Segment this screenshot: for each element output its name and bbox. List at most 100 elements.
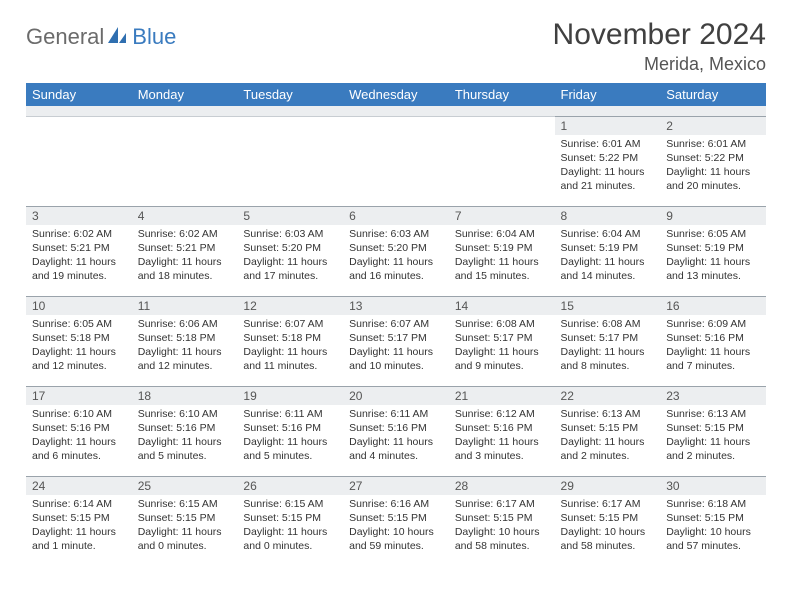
sunset-text: Sunset: 5:18 PM (138, 331, 232, 345)
day-number: 21 (449, 387, 555, 405)
calendar-day-cell: 26Sunrise: 6:15 AMSunset: 5:15 PMDayligh… (237, 476, 343, 566)
day-info: Sunrise: 6:01 AMSunset: 5:22 PMDaylight:… (660, 135, 766, 198)
day-number: 3 (26, 207, 132, 225)
daylight-text: Daylight: 11 hours and 12 minutes. (138, 345, 232, 373)
page: General Blue November 2024 Merida, Mexic… (0, 0, 792, 576)
day-info: Sunrise: 6:01 AMSunset: 5:22 PMDaylight:… (555, 135, 661, 198)
day-number: 8 (555, 207, 661, 225)
day-number: 11 (132, 297, 238, 315)
day-number: 16 (660, 297, 766, 315)
day-number: 20 (343, 387, 449, 405)
sunset-text: Sunset: 5:20 PM (349, 241, 443, 255)
daylight-text: Daylight: 11 hours and 4 minutes. (349, 435, 443, 463)
sunset-text: Sunset: 5:16 PM (666, 331, 760, 345)
calendar-empty-cell (343, 116, 449, 206)
calendar-day-cell: 18Sunrise: 6:10 AMSunset: 5:16 PMDayligh… (132, 386, 238, 476)
day-info: Sunrise: 6:02 AMSunset: 5:21 PMDaylight:… (132, 225, 238, 288)
sunset-text: Sunset: 5:17 PM (349, 331, 443, 345)
day-number: 27 (343, 477, 449, 495)
sunset-text: Sunset: 5:16 PM (243, 421, 337, 435)
weekday-header: Friday (555, 83, 661, 106)
sunrise-text: Sunrise: 6:17 AM (561, 497, 655, 511)
sunrise-text: Sunrise: 6:06 AM (138, 317, 232, 331)
sunrise-text: Sunrise: 6:04 AM (561, 227, 655, 241)
daylight-text: Daylight: 11 hours and 8 minutes. (561, 345, 655, 373)
calendar-day-cell: 27Sunrise: 6:16 AMSunset: 5:15 PMDayligh… (343, 476, 449, 566)
daylight-text: Daylight: 11 hours and 2 minutes. (561, 435, 655, 463)
day-info: Sunrise: 6:17 AMSunset: 5:15 PMDaylight:… (555, 495, 661, 558)
daylight-text: Daylight: 11 hours and 12 minutes. (32, 345, 126, 373)
sunset-text: Sunset: 5:21 PM (138, 241, 232, 255)
day-info: Sunrise: 6:03 AMSunset: 5:20 PMDaylight:… (343, 225, 449, 288)
sunrise-text: Sunrise: 6:04 AM (455, 227, 549, 241)
calendar-table: Sunday Monday Tuesday Wednesday Thursday… (26, 83, 766, 566)
daylight-text: Daylight: 11 hours and 2 minutes. (666, 435, 760, 463)
daylight-text: Daylight: 11 hours and 21 minutes. (561, 165, 655, 193)
calendar-empty-cell (132, 116, 238, 206)
day-number: 17 (26, 387, 132, 405)
sunrise-text: Sunrise: 6:15 AM (138, 497, 232, 511)
sunset-text: Sunset: 5:17 PM (561, 331, 655, 345)
calendar-day-cell: 8Sunrise: 6:04 AMSunset: 5:19 PMDaylight… (555, 206, 661, 296)
day-number: 7 (449, 207, 555, 225)
calendar-day-cell: 17 Sunrise: 6:10 AMSunset: 5:16 PMDayligh… (26, 386, 132, 476)
header: General Blue November 2024 Merida, Mexic… (26, 18, 766, 75)
sunset-text: Sunset: 5:15 PM (561, 511, 655, 525)
sunrise-text: Sunrise: 6:13 AM (666, 407, 760, 421)
calendar-day-cell: 11 Sunrise: 6:06 AMSunset: 5:18 PMDayligh… (132, 296, 238, 386)
calendar-week-row: 10Sunrise: 6:05 AMSunset: 5:18 PMDayligh… (26, 296, 766, 386)
calendar-day-cell: 19Sunrise: 6:11 AMSunset: 5:16 PMDayligh… (237, 386, 343, 476)
sunrise-text: Sunrise: 6:10 AM (138, 407, 232, 421)
sunset-text: Sunset: 5:19 PM (455, 241, 549, 255)
day-info: Sunrise: 6:04 AMSunset: 5:19 PMDaylight:… (555, 225, 661, 288)
sunrise-text: Sunrise: 6:07 AM (349, 317, 443, 331)
sunrise-text: Sunrise: 6:12 AM (455, 407, 549, 421)
sunset-text: Sunset: 5:15 PM (32, 511, 126, 525)
daylight-text: Daylight: 11 hours and 9 minutes. (455, 345, 549, 373)
sunrise-text: Sunrise: 6:05 AM (666, 227, 760, 241)
daylight-text: Daylight: 11 hours and 0 minutes. (138, 525, 232, 553)
calendar-empty-cell (26, 116, 132, 206)
sunset-text: Sunset: 5:16 PM (32, 421, 126, 435)
calendar-day-cell: 6Sunrise: 6:03 AMSunset: 5:20 PMDaylight… (343, 206, 449, 296)
daylight-text: Daylight: 10 hours and 59 minutes. (349, 525, 443, 553)
day-info: Sunrise: 6:18 AMSunset: 5:15 PMDaylight:… (660, 495, 766, 558)
sunrise-text: Sunrise: 6:03 AM (243, 227, 337, 241)
weekday-header: Wednesday (343, 83, 449, 106)
daylight-text: Daylight: 11 hours and 5 minutes. (243, 435, 337, 463)
day-number: 23 (660, 387, 766, 405)
calendar-day-cell: 3Sunrise: 6:02 AMSunset: 5:21 PMDaylight… (26, 206, 132, 296)
daylight-text: Daylight: 11 hours and 14 minutes. (561, 255, 655, 283)
sunrise-text: Sunrise: 6:07 AM (243, 317, 337, 331)
weekday-header: Monday (132, 83, 238, 106)
sunset-text: Sunset: 5:16 PM (349, 421, 443, 435)
logo-text-general: General (26, 24, 104, 50)
sunset-text: Sunset: 5:18 PM (243, 331, 337, 345)
calendar-day-cell: 7Sunrise: 6:04 AMSunset: 5:19 PMDaylight… (449, 206, 555, 296)
day-number: 24 (26, 477, 132, 495)
sunset-text: Sunset: 5:21 PM (32, 241, 126, 255)
day-info: Sunrise: 6:05 AMSunset: 5:19 PMDaylight:… (660, 225, 766, 288)
calendar-day-cell: 20Sunrise: 6:11 AMSunset: 5:16 PMDayligh… (343, 386, 449, 476)
sunrise-text: Sunrise: 6:16 AM (349, 497, 443, 511)
day-info: Sunrise: 6:13 AMSunset: 5:15 PMDaylight:… (555, 405, 661, 468)
weekday-header: Sunday (26, 83, 132, 106)
day-number: 30 (660, 477, 766, 495)
sunrise-text: Sunrise: 6:10 AM (32, 407, 126, 421)
day-info: Sunrise: 6:16 AMSunset: 5:15 PMDaylight:… (343, 495, 449, 558)
sunset-text: Sunset: 5:16 PM (455, 421, 549, 435)
calendar-week-row: 1Sunrise: 6:01 AMSunset: 5:22 PMDaylight… (26, 116, 766, 206)
calendar-day-cell: 14Sunrise: 6:08 AMSunset: 5:17 PMDayligh… (449, 296, 555, 386)
sunrise-text: Sunrise: 6:08 AM (455, 317, 549, 331)
calendar-empty-cell (237, 116, 343, 206)
day-number: 18 (132, 387, 238, 405)
daylight-text: Daylight: 11 hours and 1 minute. (32, 525, 126, 553)
daylight-text: Daylight: 11 hours and 6 minutes. (32, 435, 126, 463)
calendar-week-row: 3Sunrise: 6:02 AMSunset: 5:21 PMDaylight… (26, 206, 766, 296)
weekday-header: Thursday (449, 83, 555, 106)
sunrise-text: Sunrise: 6:11 AM (243, 407, 337, 421)
day-number: 2 (660, 117, 766, 135)
calendar-day-cell: 1Sunrise: 6:01 AMSunset: 5:22 PMDaylight… (555, 116, 661, 206)
daylight-text: Daylight: 10 hours and 58 minutes. (455, 525, 549, 553)
calendar-body: 1Sunrise: 6:01 AMSunset: 5:22 PMDaylight… (26, 106, 766, 566)
